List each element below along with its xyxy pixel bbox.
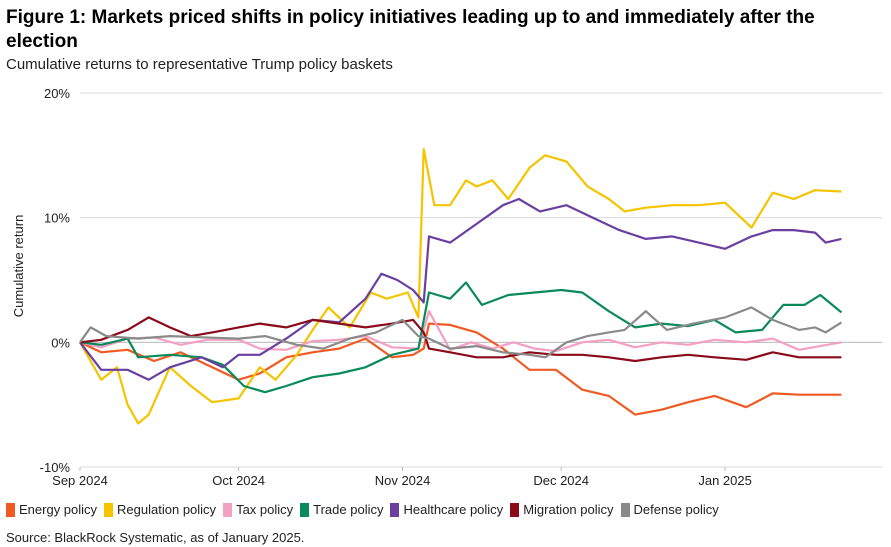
series-line-trade-policy — [79, 281, 843, 394]
legend-item-migration-policy: Migration policy — [510, 502, 614, 517]
legend-item-trade-policy: Trade policy — [300, 502, 383, 517]
legend-label: Trade policy — [313, 502, 384, 517]
x-tick-label: Oct 2024 — [212, 473, 265, 488]
legend-swatch — [223, 502, 233, 517]
legend-swatch — [510, 502, 520, 517]
legend-swatch — [390, 502, 400, 517]
y-tick-label: 0% — [51, 335, 70, 350]
chart-subtitle: Cumulative returns to representative Tru… — [6, 56, 393, 73]
x-tick-label: Nov 2024 — [375, 473, 431, 488]
series-line-migration-policy — [79, 316, 842, 363]
y-tick-label: 10% — [44, 211, 70, 226]
series-line-healthcare-policy — [79, 197, 842, 381]
legend-label: Migration policy — [523, 502, 614, 517]
legend-item-healthcare-policy: Healthcare policy — [390, 502, 503, 517]
x-tick-label: Jan 2025 — [698, 473, 752, 488]
x-tick-label: Sep 2024 — [52, 473, 108, 488]
legend-label: Healthcare policy — [403, 502, 504, 517]
y-axis-label: Cumulative return — [11, 215, 26, 318]
legend-label: Regulation policy — [117, 502, 217, 517]
legend-swatch — [620, 502, 630, 517]
legend-label: Energy policy — [19, 502, 98, 517]
chart-legend: Energy policy Regulation policy Tax policy… — [6, 502, 726, 517]
x-tick-label: Dec 2024 — [533, 473, 589, 488]
legend-label: Defense policy — [633, 502, 719, 517]
series-line-regulation-policy — [79, 148, 842, 425]
legend-label: Tax policy — [236, 502, 294, 517]
source-note: Source: BlackRock Systematic, as of Janu… — [6, 530, 305, 545]
legend-swatch — [300, 502, 310, 517]
legend-item-energy-policy: Energy policy — [6, 502, 97, 517]
legend-item-tax-policy: Tax policy — [223, 502, 293, 517]
legend-item-regulation-policy: Regulation policy — [104, 502, 216, 517]
legend-swatch — [104, 502, 114, 517]
series-line-energy-policy — [79, 322, 842, 416]
series-line-tax-policy — [79, 310, 842, 353]
legend-item-defense-policy: Defense policy — [620, 502, 719, 517]
y-tick-label: 20% — [44, 86, 70, 101]
series-line-defense-policy — [79, 306, 842, 359]
line-chart: 20% 10% 0% -10% Cumulative return Sep 2024 Oct… — [11, 86, 882, 488]
y-tick-label: -10% — [40, 460, 71, 475]
legend-swatch — [6, 502, 15, 517]
chart-title: Figure 1: Markets priced shifts in polic… — [6, 7, 815, 52]
